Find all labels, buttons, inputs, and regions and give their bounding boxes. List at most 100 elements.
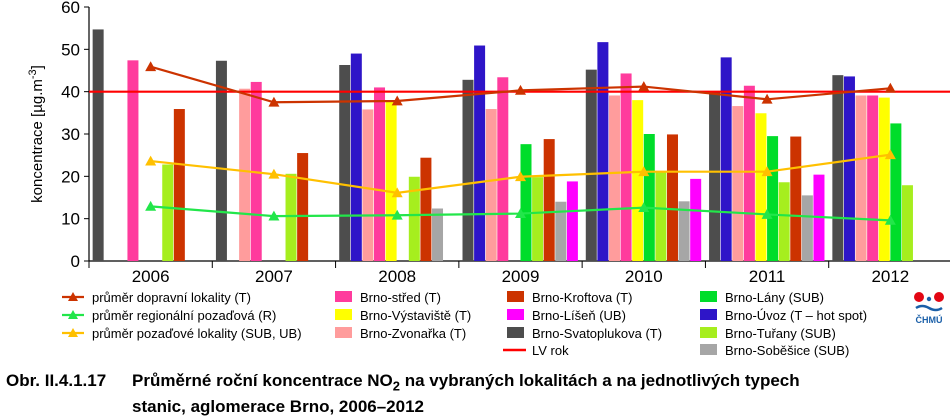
bar (890, 123, 902, 262)
bar (843, 76, 855, 261)
legend-swatch (335, 291, 352, 302)
legend-label: Brno-Tuřany (SUB) (725, 326, 836, 341)
legend-swatch (335, 327, 352, 338)
average-point (638, 81, 650, 91)
bar (643, 134, 655, 261)
legend-label: průměr dopravní lokality (T) (92, 290, 251, 305)
y-tick-label: 30 (61, 125, 80, 144)
legend-item: Brno-Soběšice (SUB) (700, 343, 849, 358)
bar (339, 64, 351, 261)
bar (127, 60, 139, 262)
x-tick-label: 2011 (749, 267, 786, 286)
figure-caption: Obr. II.4.1.17 Průměrné roční koncentrace… (6, 370, 946, 417)
average-point (268, 168, 280, 179)
y-tick-label: 20 (61, 167, 80, 186)
bar (878, 97, 890, 262)
legend-label: Brno-Soběšice (SUB) (725, 343, 849, 358)
bar (655, 171, 667, 261)
average-point (515, 171, 526, 182)
caption-subscript: 2 (392, 378, 400, 394)
y-axis-label: koncentrace [µg.m-3] (27, 65, 46, 203)
legend-label: LV rok (532, 343, 569, 358)
bar (678, 201, 690, 261)
legend-label: Brno-Úvoz (T – hot spot) (725, 308, 867, 323)
bar (374, 87, 386, 261)
bar (666, 134, 678, 261)
legend-item: průměr regionální pozaďová (R) (62, 308, 276, 323)
average-point (145, 155, 157, 166)
bar (285, 173, 297, 261)
bar (462, 79, 474, 262)
average-point (761, 208, 773, 219)
legend-item: Brno-střed (T) (335, 290, 441, 305)
y-tick-label: 60 (61, 0, 80, 17)
bar (297, 153, 309, 261)
bar (790, 136, 802, 261)
x-tick-label: 2012 (871, 267, 909, 286)
average-point (884, 82, 896, 93)
legend-swatch (700, 291, 717, 302)
legend-swatch-marker (68, 328, 78, 337)
bar (215, 60, 227, 261)
legend-swatch (700, 327, 717, 338)
average-point (268, 210, 280, 221)
logo-text: ČHMÚ (916, 314, 943, 325)
bar (855, 95, 867, 261)
legend-label: průměr pozaďové lokality (SUB, UB) (92, 326, 302, 341)
legend-item: průměr pozaďové lokality (SUB, UB) (62, 326, 302, 341)
y-tick-label: 50 (61, 40, 80, 59)
bar (532, 177, 544, 261)
legend-swatch (335, 309, 352, 320)
bar (92, 29, 104, 262)
bar (743, 85, 755, 262)
average-point (884, 214, 896, 225)
bar (555, 201, 567, 261)
bar-series (520, 123, 902, 262)
legend-label: Brno-Lány (SUB) (725, 290, 824, 305)
bar (608, 95, 620, 261)
legend-label: Brno-Zvonařka (T) (360, 326, 466, 341)
bar (832, 75, 844, 261)
bar (520, 144, 532, 261)
bar (350, 53, 362, 261)
bar (432, 208, 444, 261)
average-point (761, 93, 773, 104)
x-tick-label: 2006 (132, 267, 170, 286)
average-point (391, 187, 403, 198)
bar (408, 176, 420, 261)
x-tick-label: 2008 (378, 267, 416, 286)
bar (474, 45, 486, 262)
legend-label: průměr regionální pozaďová (R) (92, 308, 276, 323)
bar-series (385, 97, 890, 262)
chmu-logo: ČHMÚ (914, 292, 944, 325)
legend-item: Brno-Kroftova (T) (507, 290, 632, 305)
y-tick-label: 10 (61, 210, 80, 229)
bar (755, 113, 767, 261)
bar (239, 88, 251, 261)
bar (543, 139, 555, 261)
average-point (638, 202, 650, 213)
average-point (515, 84, 526, 95)
no2-bar-chart: 0 10 20 30 40 50 60 koncentrace [µg.m-3] 2006 200… (27, 0, 950, 358)
bar (385, 101, 397, 261)
x-tick-label: 2009 (502, 267, 540, 286)
legend-swatch (507, 327, 524, 338)
logo-wave (915, 304, 943, 312)
legend-label: Brno-Líšeň (UB) (532, 308, 626, 323)
bar-series (92, 29, 844, 262)
legend-label: Brno-střed (T) (360, 290, 441, 305)
legend-label: Brno-Kroftova (T) (532, 290, 632, 305)
average-point (391, 209, 403, 220)
bar-series (432, 195, 813, 261)
average-point (268, 96, 280, 107)
bar (901, 185, 913, 261)
bar (485, 109, 497, 261)
bar (632, 100, 644, 261)
bar (801, 195, 813, 261)
bar (732, 106, 744, 261)
x-tick-label: 2007 (255, 267, 293, 286)
legend-swatch-marker (68, 292, 78, 301)
average-point (515, 208, 526, 218)
bar (620, 73, 632, 261)
y-tick-label: 0 (71, 252, 80, 271)
